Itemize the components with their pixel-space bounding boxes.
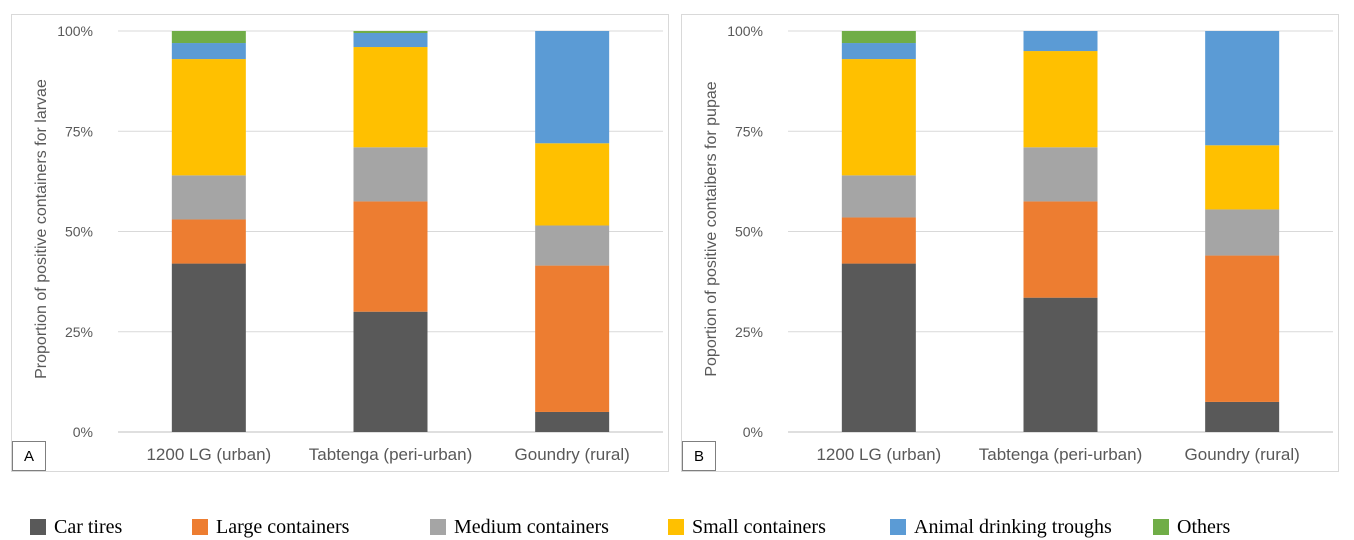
chart-b-x-tick-label: Goundry (rural) [1185,445,1300,464]
chart-b-bar-car-tires [1023,297,1098,432]
chart-a-y-tick-label: 50% [65,224,93,240]
legend-item-small-containers: Small containers [668,514,826,540]
chart-a-x-tick-label: 1200 LG (urban) [146,445,271,464]
chart-b-y-axis-label: Poportion of positive contaibers for pup… [703,81,720,377]
chart-a-bar-large-containers [353,201,428,312]
legend-item-large-containers: Large containers [192,514,349,540]
legend-swatch-medium-containers [430,519,446,535]
chart-a-bar-others [171,31,246,44]
chart-b-plot: 0% 25% 50% 75% 100% 1200 LG (urban) Tabtenga (… [727,23,1333,464]
legend-swatch-small-containers [668,519,684,535]
chart-a-bar-medium-containers [171,175,246,220]
chart-a-bar-large-containers [535,265,610,412]
legend-swatch-animal-drinking-troughs [890,519,906,535]
chart-a-bar-car-tires [535,411,610,432]
chart-b-y-tick-label: 0% [743,424,763,440]
legend-item-others: Others [1153,514,1230,540]
legend-label-car-tires: Car tires [54,515,123,538]
chart-a-bar-small-containers [535,143,610,226]
chart-b-bar-large-containers [841,217,916,264]
chart-b-y-tick-label: 25% [735,324,763,340]
legend-label-animal-drinking-troughs: Animal drinking troughs [914,515,1112,538]
legend-swatch-car-tires [30,519,46,535]
chart-a-bar-medium-containers [535,225,610,266]
chart-b-bar-car-tires [841,263,916,432]
legend-item-animal-drinking-troughs: Animal drinking troughs [890,514,1112,540]
chart-a-bar-small-containers [353,47,428,148]
chart-b-bar-animal-drinking-troughs [1023,31,1098,52]
chart-b-bar-others [841,31,916,44]
legend-label-others: Others [1177,515,1231,538]
legend-label-small-containers: Small containers [692,515,826,538]
chart-b-bar-large-containers [1023,201,1098,298]
chart-a-bar-car-tires [171,263,246,432]
chart-panel-a: 0% 25% 50% 75% 100% 1200 LG (urban) Tabtenga (… [11,14,669,472]
chart-a-x-tick-label: Tabtenga (peri-urban) [309,445,472,464]
chart-a-bar-others [353,31,428,34]
chart-a-bar-animal-drinking-troughs [353,33,428,48]
chart-a-x-tick-label: Goundry (rural) [515,445,630,464]
chart-a-y-tick-label: 75% [65,123,93,139]
chart-a-bar-small-containers [171,59,246,176]
chart-a-bar-medium-containers [353,147,428,202]
chart-b-bar-small-containers [1023,51,1098,148]
chart-b-x-tick-label: Tabtenga (peri-urban) [979,445,1142,464]
chart-b-bar-car-tires [1205,401,1280,432]
panel-label-b: B [682,441,716,471]
chart-b-bar-medium-containers [1205,209,1280,256]
chart-b-bar-animal-drinking-troughs [1205,31,1280,146]
chart-a-bar-large-containers [171,219,246,264]
chart-a-y-tick-label: 100% [57,23,93,39]
chart-b-bar-animal-drinking-troughs [841,43,916,60]
chart-b-bar-small-containers [1205,145,1280,210]
legend-item-medium-containers: Medium containers [430,514,609,540]
chart-a-y-tick-label: 0% [73,424,93,440]
legend-swatch-large-containers [192,519,208,535]
chart-a-y-axis-label: Proportion of positive containers for la… [33,79,50,379]
chart-a-bar-animal-drinking-troughs [535,31,610,144]
legend-swatch-others [1153,519,1169,535]
chart-a-bar-car-tires [353,311,428,432]
legend-label-large-containers: Large containers [216,515,350,538]
legend-item-car-tires: Car tires [30,514,122,540]
legend: Car tires Large containers Medium contai… [20,514,1350,540]
chart-b-bar-small-containers [841,59,916,176]
chart-b-bar-large-containers [1205,255,1280,402]
legend-label-medium-containers: Medium containers [454,515,609,538]
chart-b-x-tick-label: 1200 LG (urban) [816,445,941,464]
chart-a-y-tick-label: 25% [65,324,93,340]
chart-panel-b: 0% 25% 50% 75% 100% 1200 LG (urban) Tabtenga (… [681,14,1339,472]
chart-b-y-tick-label: 75% [735,123,763,139]
chart-b-y-tick-label: 100% [727,23,763,39]
chart-a-plot: 0% 25% 50% 75% 100% 1200 LG (urban) Tabtenga (… [57,23,663,464]
chart-a-bar-animal-drinking-troughs [171,43,246,60]
chart-b-bar-medium-containers [841,175,916,218]
chart-b-y-tick-label: 50% [735,224,763,240]
panel-label-a: A [12,441,46,471]
chart-b-bar-medium-containers [1023,147,1098,202]
